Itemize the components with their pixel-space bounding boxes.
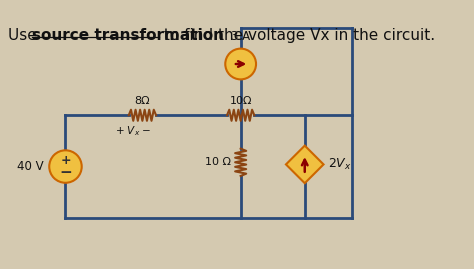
Text: 40 V: 40 V <box>17 160 43 173</box>
Text: 10 Ω: 10 Ω <box>205 157 231 167</box>
Text: 10Ω: 10Ω <box>229 96 252 106</box>
Text: + $V_x$ −: + $V_x$ − <box>115 124 151 138</box>
Text: +: + <box>60 154 71 167</box>
Text: 8Ω: 8Ω <box>135 96 150 106</box>
Text: Use: Use <box>8 28 41 43</box>
Text: 3 A: 3 A <box>231 30 250 43</box>
Text: −: − <box>59 165 72 180</box>
Circle shape <box>225 49 256 79</box>
Text: source transformation: source transformation <box>32 28 224 43</box>
Circle shape <box>49 150 82 183</box>
Text: $2V_x$: $2V_x$ <box>328 157 352 172</box>
Text: to find the voltage Vx in the circuit.: to find the voltage Vx in the circuit. <box>159 28 435 43</box>
Polygon shape <box>286 146 324 183</box>
